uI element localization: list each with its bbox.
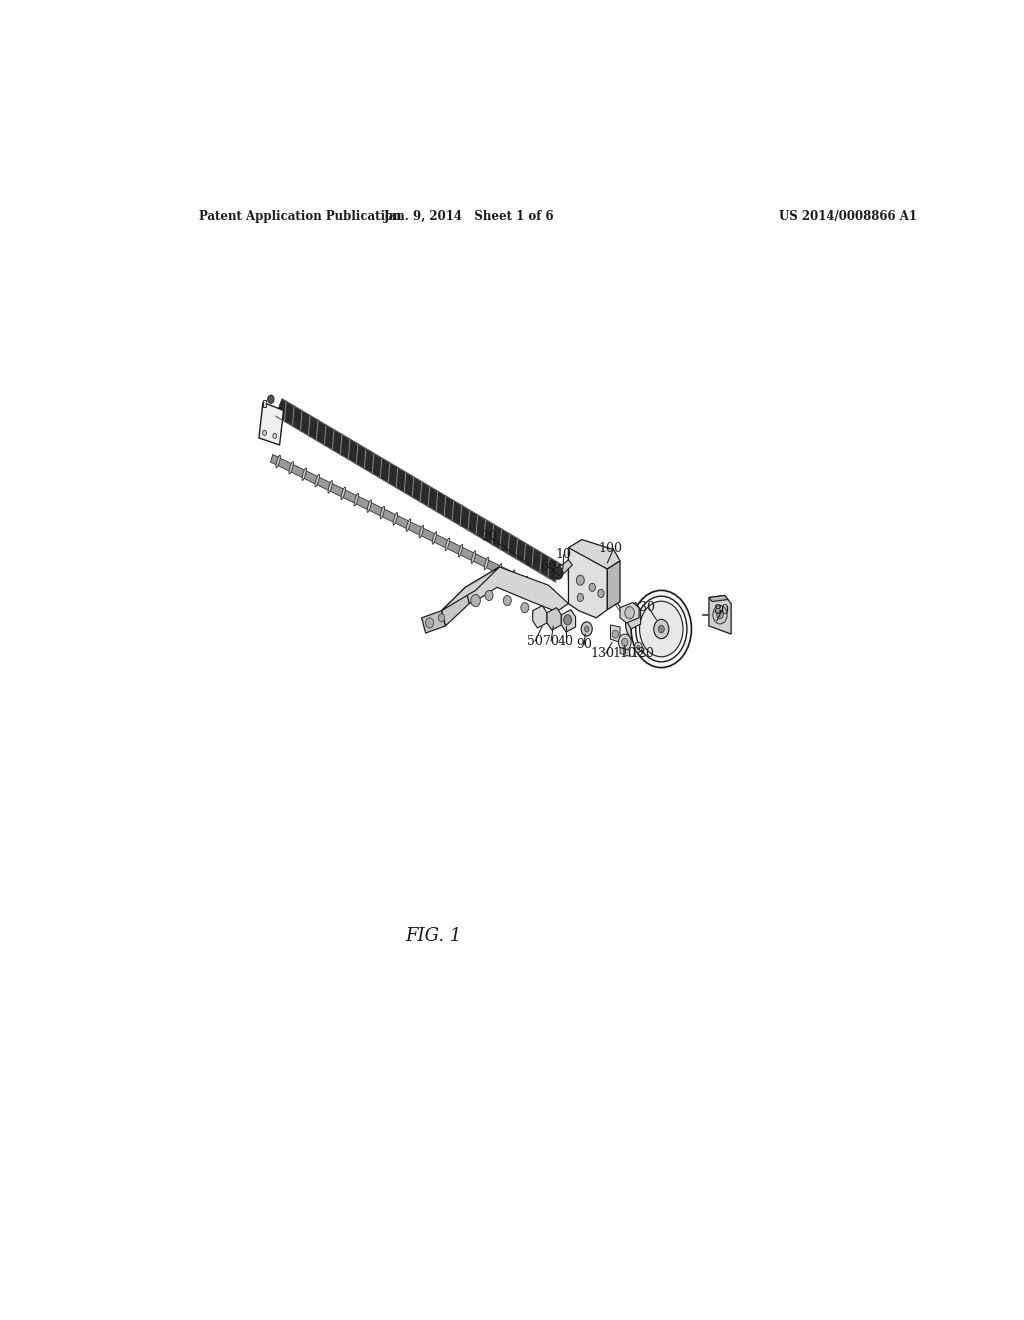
Polygon shape xyxy=(709,595,731,634)
Polygon shape xyxy=(259,403,284,445)
Ellipse shape xyxy=(471,550,476,564)
Text: Patent Application Publication: Patent Application Publication xyxy=(200,210,402,223)
Ellipse shape xyxy=(445,539,450,550)
Ellipse shape xyxy=(354,494,358,506)
Text: FIG. 1: FIG. 1 xyxy=(406,927,462,945)
Circle shape xyxy=(634,643,642,652)
Polygon shape xyxy=(270,454,559,602)
Polygon shape xyxy=(422,611,445,634)
Ellipse shape xyxy=(498,564,502,576)
Polygon shape xyxy=(547,607,561,630)
Circle shape xyxy=(267,395,274,404)
Ellipse shape xyxy=(367,500,372,512)
Text: 20: 20 xyxy=(481,531,497,543)
Text: 80: 80 xyxy=(714,605,730,618)
Text: 130: 130 xyxy=(591,647,614,660)
Polygon shape xyxy=(441,587,469,626)
Circle shape xyxy=(563,615,571,624)
Circle shape xyxy=(625,607,634,619)
Polygon shape xyxy=(561,610,575,632)
Circle shape xyxy=(589,583,595,591)
Ellipse shape xyxy=(315,474,319,487)
Polygon shape xyxy=(532,606,547,628)
Text: 50: 50 xyxy=(527,635,543,648)
Ellipse shape xyxy=(341,487,345,499)
Text: 110: 110 xyxy=(612,647,636,660)
Circle shape xyxy=(640,601,683,657)
Polygon shape xyxy=(557,560,572,576)
Text: 120: 120 xyxy=(631,647,654,660)
Circle shape xyxy=(618,634,631,651)
Text: 90: 90 xyxy=(577,638,592,651)
Circle shape xyxy=(658,626,665,632)
Circle shape xyxy=(626,606,654,643)
Text: Jan. 9, 2014   Sheet 1 of 6: Jan. 9, 2014 Sheet 1 of 6 xyxy=(384,210,555,223)
Circle shape xyxy=(485,590,494,601)
Text: US 2014/0008866 A1: US 2014/0008866 A1 xyxy=(778,210,916,223)
Circle shape xyxy=(426,618,433,628)
Ellipse shape xyxy=(407,519,411,532)
Text: 70: 70 xyxy=(543,635,559,648)
Polygon shape xyxy=(568,548,574,589)
Circle shape xyxy=(585,626,589,632)
Polygon shape xyxy=(568,548,607,618)
Polygon shape xyxy=(607,561,620,610)
Polygon shape xyxy=(568,540,620,569)
Circle shape xyxy=(631,590,691,668)
Circle shape xyxy=(713,606,727,624)
Ellipse shape xyxy=(510,570,515,582)
Ellipse shape xyxy=(275,455,281,467)
Circle shape xyxy=(598,589,604,598)
Polygon shape xyxy=(441,568,500,611)
Ellipse shape xyxy=(419,525,424,537)
Ellipse shape xyxy=(302,467,306,480)
Ellipse shape xyxy=(537,582,541,595)
Ellipse shape xyxy=(432,532,436,544)
Circle shape xyxy=(653,619,669,639)
Circle shape xyxy=(636,597,687,661)
Circle shape xyxy=(637,645,640,649)
Text: 60: 60 xyxy=(540,561,556,573)
Circle shape xyxy=(577,576,585,585)
Text: 30: 30 xyxy=(639,601,655,614)
Ellipse shape xyxy=(523,577,527,589)
Text: 100: 100 xyxy=(598,543,623,556)
Text: 40: 40 xyxy=(558,635,574,648)
Circle shape xyxy=(633,615,647,634)
Ellipse shape xyxy=(458,544,463,557)
Polygon shape xyxy=(465,568,568,611)
Ellipse shape xyxy=(289,462,294,474)
Circle shape xyxy=(553,568,563,579)
Polygon shape xyxy=(620,602,639,623)
Text: 10: 10 xyxy=(556,548,571,561)
Circle shape xyxy=(471,594,480,607)
Circle shape xyxy=(578,594,584,602)
Circle shape xyxy=(622,638,628,647)
Polygon shape xyxy=(709,595,728,602)
Circle shape xyxy=(612,630,618,638)
Polygon shape xyxy=(620,647,630,656)
Ellipse shape xyxy=(328,480,333,494)
Circle shape xyxy=(504,595,511,606)
Ellipse shape xyxy=(393,512,397,525)
Circle shape xyxy=(521,602,528,612)
Circle shape xyxy=(262,430,266,436)
Polygon shape xyxy=(610,624,620,643)
Circle shape xyxy=(438,614,444,622)
Polygon shape xyxy=(627,602,641,630)
Ellipse shape xyxy=(380,506,385,519)
Polygon shape xyxy=(263,400,266,408)
Polygon shape xyxy=(275,399,561,581)
Ellipse shape xyxy=(550,589,554,602)
Ellipse shape xyxy=(484,557,488,570)
Circle shape xyxy=(272,433,276,438)
Circle shape xyxy=(582,622,592,636)
Circle shape xyxy=(717,611,723,619)
